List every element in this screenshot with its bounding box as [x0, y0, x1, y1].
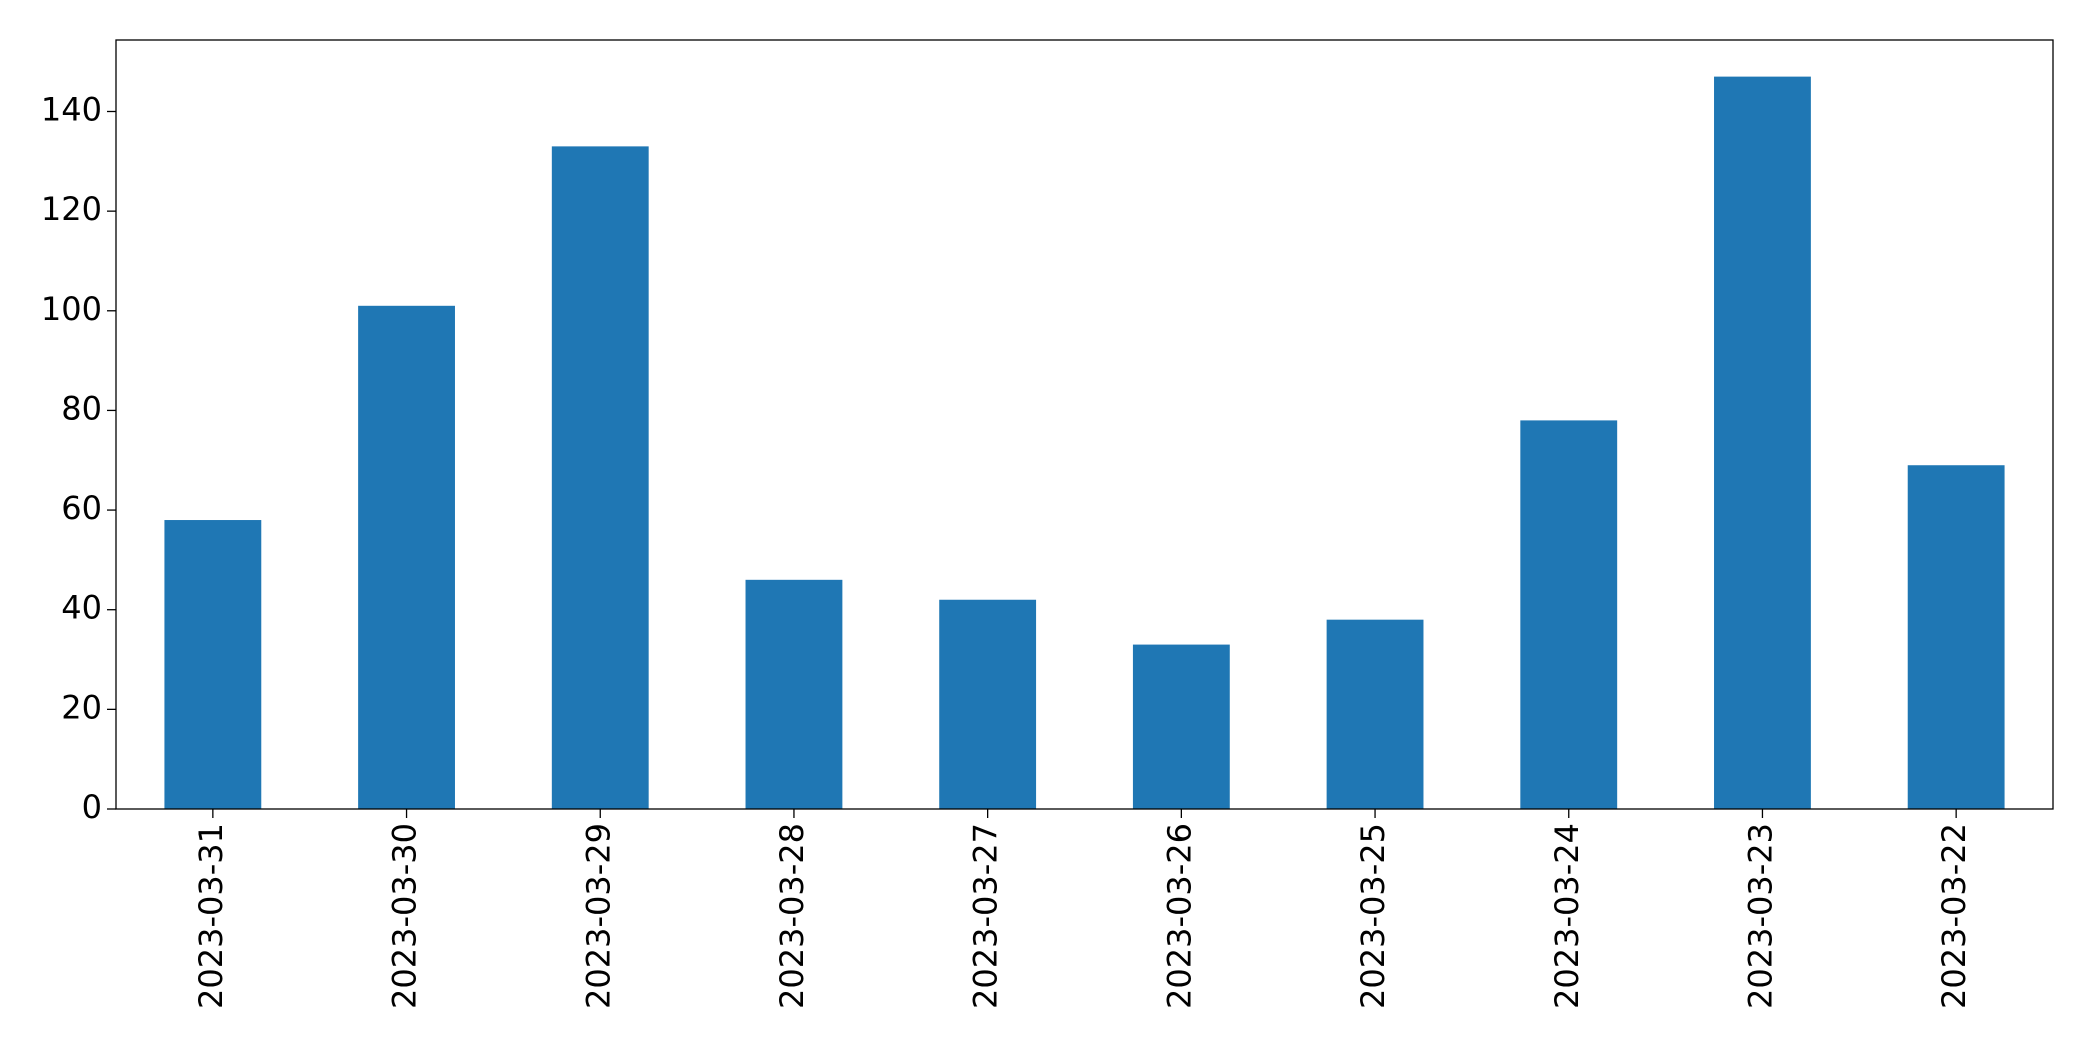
y-tick-label: 140 [41, 90, 102, 128]
bar [358, 305, 455, 809]
bar [1326, 619, 1424, 809]
x-tick-label: 2023-03-23 [1741, 823, 1779, 1009]
x-tick-label: 2023-03-27 [967, 823, 1005, 1009]
bar [1132, 644, 1230, 809]
x-tick-label: 2023-03-25 [1354, 823, 1392, 1009]
y-tick-label: 20 [61, 688, 102, 726]
bar [1907, 465, 2005, 809]
x-tick-label: 2023-03-28 [773, 823, 811, 1009]
plot-frame [115, 39, 2054, 810]
bar [164, 520, 262, 809]
y-tick-label: 80 [61, 389, 102, 427]
bar [1520, 420, 1618, 809]
x-tick-label: 2023-03-26 [1160, 823, 1198, 1009]
y-tick-label: 60 [61, 489, 102, 527]
x-tick-label: 2023-03-22 [1935, 823, 1973, 1009]
bar [745, 579, 843, 809]
bar [939, 599, 1037, 809]
x-tick-label: 2023-03-29 [579, 823, 617, 1009]
y-tick-label: 120 [41, 190, 102, 228]
x-tick-label: 2023-03-24 [1548, 823, 1586, 1009]
bar [551, 146, 649, 809]
y-tick-label: 0 [82, 788, 102, 826]
y-tick-label: 100 [41, 290, 102, 328]
x-tick-label: 2023-03-31 [192, 823, 230, 1009]
x-tick-label: 2023-03-30 [386, 823, 424, 1009]
y-tick-label: 40 [61, 589, 102, 627]
bar [1714, 76, 1811, 810]
